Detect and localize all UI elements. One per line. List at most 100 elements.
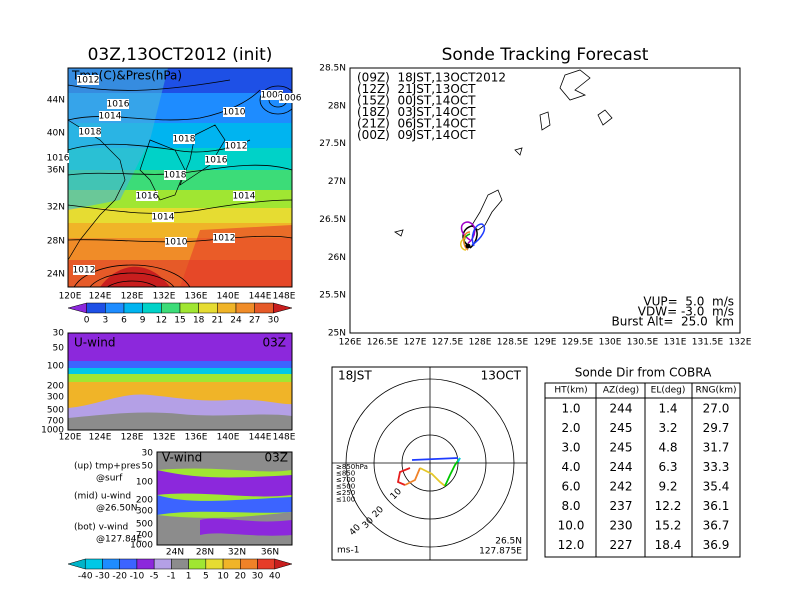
- colorbar-v-swatch: [136, 558, 155, 570]
- p-label: 1000: [41, 426, 64, 436]
- polar-date: 13OCT: [481, 369, 522, 383]
- table-cell: 6.3: [658, 460, 677, 474]
- colorbar-v-label: -5: [150, 572, 159, 582]
- table-cell: 12.0: [558, 538, 585, 552]
- lon-label: 136E: [185, 433, 208, 443]
- panel-time: 03Z: [265, 451, 289, 465]
- colorbar-v-label: 1: [186, 572, 192, 582]
- coastline: [394, 69, 613, 237]
- contour-label: 1006: [279, 94, 302, 104]
- contour-label-bg: [107, 99, 129, 109]
- table-header: HT(km): [554, 386, 587, 396]
- colorbar-label: 12: [156, 316, 167, 326]
- lat-label: 28.5N: [319, 64, 346, 74]
- ring-label: 20: [371, 505, 386, 520]
- colorbar-v-label: 5: [203, 572, 209, 582]
- colorbar-v-label: -10: [130, 572, 145, 582]
- colorbar-swatch: [254, 302, 274, 314]
- param: VDW= -3.0 m/s: [638, 305, 734, 319]
- colorbar-v-swatch: [119, 558, 138, 570]
- colorbar-swatch: [123, 302, 143, 314]
- table-cell: 227: [610, 538, 633, 552]
- table-cell: 4.8: [658, 441, 677, 455]
- polar-legend: ≤700: [336, 476, 355, 484]
- polar-lon: 127.875E: [479, 547, 522, 557]
- polar-units: ms-1: [337, 546, 359, 556]
- lat-label: 26N: [328, 253, 346, 263]
- table-header: EL(deg): [651, 386, 686, 396]
- lon-label: 127E: [404, 338, 427, 348]
- table-cell: 6.0: [561, 480, 580, 494]
- p-label: 500: [136, 520, 153, 530]
- table-cell: 12.2: [655, 499, 682, 513]
- colorbar-v-swatch: [240, 558, 258, 570]
- lon-label: 130E: [599, 338, 622, 348]
- colorbar-v-swatch: [188, 558, 207, 570]
- map-frame: [67, 67, 293, 288]
- contour-label: 1008: [261, 91, 284, 101]
- table-cell: 237: [610, 499, 633, 513]
- table-cell: 36.1: [703, 499, 730, 513]
- contour-label-bg: [164, 170, 186, 180]
- table-cell: 33.3: [703, 460, 730, 474]
- contour-label-bg: [279, 93, 301, 103]
- colorbar-label: 15: [174, 316, 185, 326]
- p-label: 100: [136, 478, 153, 488]
- colorbar-swatch: [161, 302, 181, 314]
- table-header: AZ(deg): [603, 386, 639, 396]
- track-frame: [349, 67, 741, 334]
- lon-label: 120E: [59, 292, 82, 302]
- contour-label-bg: [213, 233, 235, 243]
- note: @127.84E: [96, 535, 142, 545]
- note: @surf: [96, 474, 123, 484]
- colorbar-swatch: [198, 302, 218, 314]
- v-wind-frame: [156, 451, 293, 546]
- tracks: [460, 221, 486, 251]
- polar-grid: [332, 367, 527, 560]
- table-lines: [545, 383, 740, 557]
- lon-label: 128E: [121, 433, 144, 443]
- colorbar-swatch: [235, 302, 255, 314]
- track-title: Sonde Tracking Forecast: [442, 45, 649, 65]
- lon-label: 131E: [664, 338, 687, 348]
- contour-label-bg: [77, 75, 99, 85]
- colorbar-v-end: [67, 558, 86, 570]
- p-label: 300: [47, 393, 64, 403]
- lat-label: 44N: [47, 96, 65, 106]
- p-label: 200: [136, 496, 153, 506]
- table-cell: 245: [610, 441, 633, 455]
- contour-label-bg: [79, 127, 101, 137]
- panel-label: V-wind: [162, 451, 202, 465]
- p-label: 300: [136, 507, 153, 517]
- contour-label-bg: [165, 237, 187, 247]
- contour-label-bg: [47, 153, 69, 163]
- colorbar-label: 18: [193, 316, 205, 326]
- lon-label: 132E: [153, 292, 176, 302]
- colorbar-v-swatch: [257, 558, 276, 570]
- lon-label: 126E: [339, 338, 362, 348]
- contour-label: 1012: [77, 76, 100, 86]
- colorbar-swatch: [179, 302, 199, 314]
- u-wind-frame: [67, 332, 293, 431]
- lat-label: 24N: [166, 548, 184, 558]
- p-label: 30: [53, 329, 65, 339]
- contour-label-bg: [223, 107, 245, 117]
- lon-label: 124E: [89, 433, 112, 443]
- map-title: 03Z,13OCT2012 (init): [88, 45, 273, 65]
- lon-label: 129E: [534, 338, 557, 348]
- contour-label: 1016: [136, 192, 159, 202]
- colorbar-v-label: 10: [217, 572, 229, 582]
- lon-label: 128E: [469, 338, 492, 348]
- lon-label: 126.5E: [367, 338, 399, 348]
- u-wind-field: [68, 333, 292, 430]
- colorbar-v-swatch: [102, 558, 120, 570]
- table-cell: 1.4: [658, 402, 677, 416]
- lat-label: 28N: [196, 548, 214, 558]
- lat-label: 40N: [47, 129, 65, 139]
- polar-legend: ≤850: [336, 470, 355, 478]
- colorbar-v-end: [274, 558, 293, 570]
- colorbar-v-label: 20: [235, 572, 247, 582]
- lat-label: 28N: [47, 237, 65, 247]
- lon-label: 148E: [273, 292, 296, 302]
